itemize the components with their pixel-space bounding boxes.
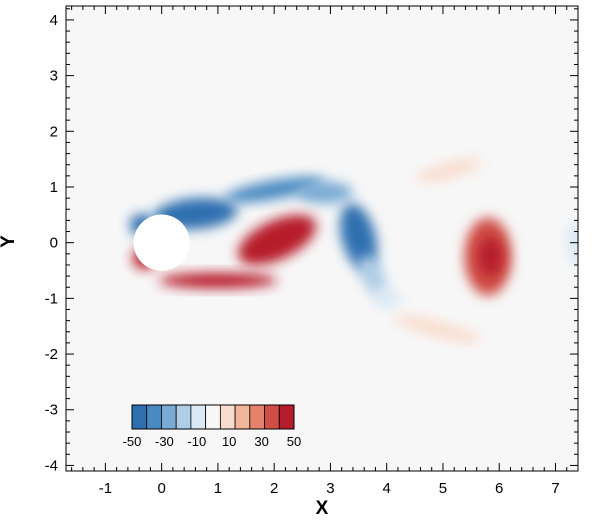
y-tick-label: -2: [45, 346, 58, 363]
colorbar-swatch: [278, 404, 295, 430]
cylinder-body: [133, 214, 190, 271]
colorbar-swatch: [219, 404, 236, 430]
plot-frame: [65, 5, 579, 472]
x-axis-title: X: [316, 498, 329, 519]
y-tick-label: 1: [50, 179, 58, 196]
colorbar-swatch: [205, 404, 221, 430]
negative-vortex-4: [339, 203, 378, 271]
x-tick-label: 3: [326, 480, 334, 497]
x-axis: -1 0 1 2 3 4 5 6 7: [71, 6, 579, 497]
x-tick-label: 7: [551, 480, 559, 497]
colorbar-swatch: [146, 404, 162, 430]
y-tick-label: 3: [50, 68, 58, 85]
colorbar-swatch: [249, 404, 265, 430]
negative-vortex-3: [296, 181, 353, 204]
x-tick-label: 6: [495, 480, 503, 497]
negative-vortex-2: [224, 176, 325, 203]
positive-vortex-7: [158, 272, 277, 289]
positive-vortex-10: [478, 237, 504, 277]
y-axis-title: Y: [0, 235, 19, 248]
positive-vortex-6: [237, 214, 317, 265]
x-tick-label: -1: [99, 480, 112, 497]
x-tick-label: 4: [383, 480, 391, 497]
y-tick-label: 2: [50, 123, 58, 140]
colorbar-tick-label: -30: [155, 434, 174, 449]
colorbar-frame: [131, 404, 295, 430]
negative-vortex-5: [358, 255, 387, 297]
positive-vortex-12: [415, 158, 482, 182]
y-tick-label: -3: [45, 402, 58, 419]
colorbar: -50 -30 -10 10 30 50: [123, 404, 301, 449]
colorbar-tick-label: 10: [222, 434, 236, 449]
colorbar-tick-label: -10: [187, 434, 206, 449]
y-tick-label: -1: [45, 290, 58, 307]
colorbar-swatch: [175, 404, 192, 430]
negative-vortex-13: [372, 288, 401, 309]
colorbar-swatch: [264, 404, 280, 430]
y-tick-label: -4: [45, 457, 58, 474]
colorbar-tick-label: -50: [123, 434, 142, 449]
x-tick-label: 1: [214, 480, 222, 497]
colorbar-swatch: [131, 404, 148, 430]
colorbar-tick-label: 30: [254, 434, 268, 449]
x-tick-label: 0: [157, 480, 165, 497]
colorbar-swatch: [190, 404, 207, 430]
x-tick-label: 2: [270, 480, 278, 497]
y-tick-label: 4: [50, 12, 58, 29]
colorbar-swatch: [234, 404, 251, 430]
x-tick-label: 5: [439, 480, 447, 497]
colorbar-tick-label: 50: [287, 434, 301, 449]
vorticity-field: [129, 158, 578, 343]
y-tick-label: 0: [50, 235, 58, 252]
positive-vortex-11: [393, 315, 481, 343]
colorbar-swatch: [161, 404, 177, 430]
